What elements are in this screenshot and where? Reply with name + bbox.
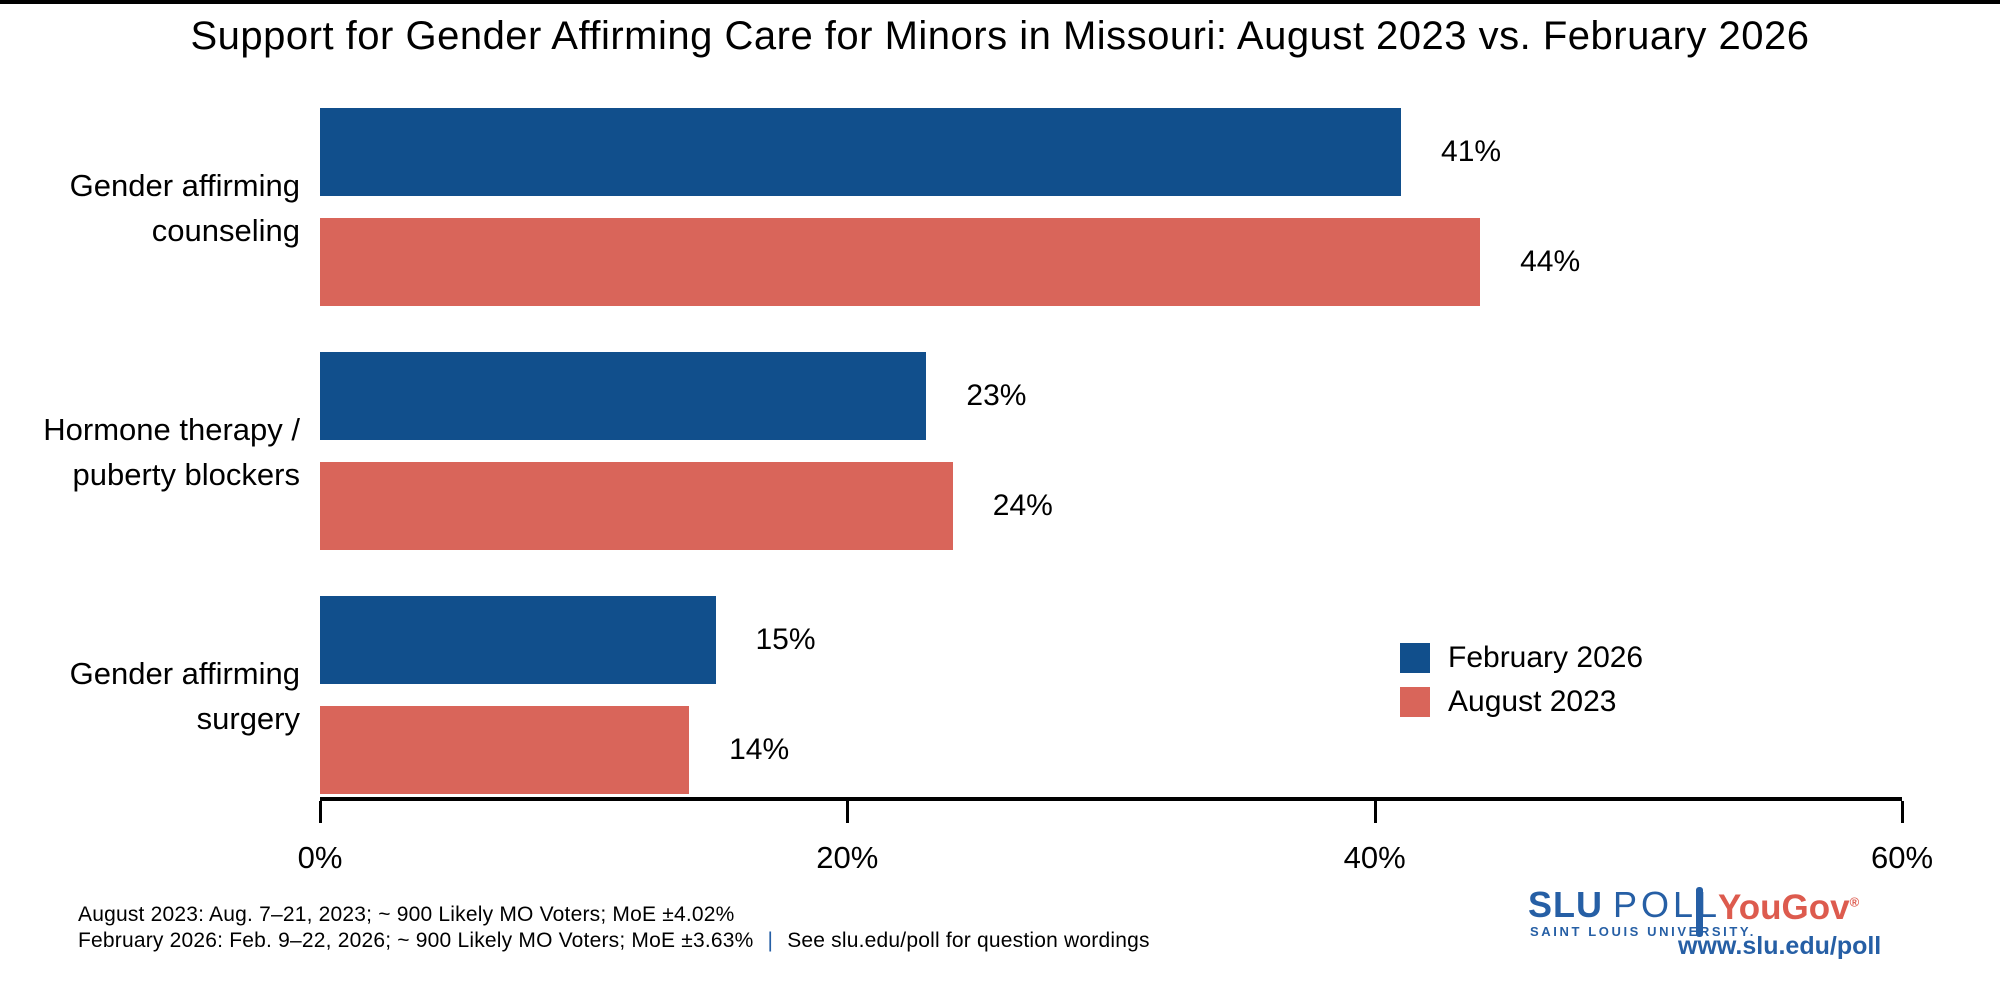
legend-swatch-august-2023: [1400, 687, 1430, 717]
slu-poll-logo: SLU POLL: [1528, 884, 1721, 926]
footnote-separator: |: [767, 929, 774, 952]
x-axis-line: [320, 797, 1902, 801]
category-label-gender-affirming-surgery: Gender affirming surgery: [69, 656, 300, 736]
slu-poll-yougov-branding: SLU POLL SAINT LOUIS UNIVERSITY. YouGov®…: [1500, 884, 1960, 974]
footnote-february-2026: February 2026: Feb. 9–22, 2026; ~ 900 Li…: [78, 929, 754, 952]
category-label-hormone-therapy-puberty-blockers: Hormone therapy / puberty blockers: [43, 412, 300, 492]
branding-divider: [1696, 887, 1703, 937]
value-label-february-2026-hormone-therapy-puberty-blockers: 23%: [966, 379, 1027, 412]
slu-poll-url: www.slu.edu/poll: [1678, 932, 1882, 960]
value-label-february-2026-gender-affirming-surgery: 15%: [755, 623, 816, 656]
x-axis-tick-0: [319, 801, 322, 823]
bar-august-2023-hormone-therapy-puberty-blockers: [320, 462, 953, 550]
bar-february-2026-gender-affirming-counseling: [320, 108, 1402, 196]
slu-logo-text: SLU: [1528, 884, 1603, 925]
chart-legend: February 2026 August 2023: [1400, 636, 1643, 724]
bar-august-2023-gender-affirming-counseling: [320, 218, 1481, 306]
top-border-rule: [0, 0, 2000, 4]
x-axis-tick-20: [846, 801, 850, 823]
footnote-question-wordings: See slu.edu/poll for question wordings: [787, 929, 1150, 952]
legend-label-february-2026: February 2026: [1448, 641, 1644, 674]
yougov-logo: YouGov®: [1718, 888, 1859, 928]
legend-item-august-2023: August 2023: [1400, 680, 1643, 724]
bar-february-2026-gender-affirming-surgery: [320, 596, 716, 684]
legend-item-february-2026: February 2026: [1400, 636, 1643, 680]
registered-trademark-icon: ®: [1849, 894, 1860, 910]
value-label-february-2026-gender-affirming-counseling: 41%: [1441, 135, 1502, 168]
poll-logo-text: POLL: [1613, 884, 1722, 925]
legend-swatch-february-2026: [1400, 643, 1430, 673]
value-label-august-2023-gender-affirming-surgery: 14%: [729, 733, 790, 766]
bar-august-2023-gender-affirming-surgery: [320, 706, 690, 794]
footnote-line-1: August 2023: Aug. 7–21, 2023; ~ 900 Like…: [78, 903, 735, 927]
chart-title: Support for Gender Affirming Care for Mi…: [190, 14, 1810, 58]
x-axis-tick-label-40: 40%: [1343, 840, 1406, 875]
category-label-gender-affirming-counseling: Gender affirming counseling: [69, 168, 300, 248]
yougov-logo-text: YouGov: [1718, 888, 1850, 927]
x-axis-tick-label-0: 0%: [297, 840, 343, 875]
legend-label-august-2023: August 2023: [1448, 685, 1617, 718]
footnote-august-2023: August 2023: Aug. 7–21, 2023; ~ 900 Like…: [78, 903, 735, 926]
footnote-line-2: February 2026: Feb. 9–22, 2026; ~ 900 Li…: [78, 929, 1150, 953]
x-axis-tick-60: [1901, 801, 1904, 823]
bar-february-2026-hormone-therapy-puberty-blockers: [320, 352, 927, 440]
value-label-august-2023-gender-affirming-counseling: 44%: [1520, 245, 1581, 278]
x-axis-tick-label-60: 60%: [1870, 840, 1934, 875]
x-axis-tick-40: [1373, 801, 1377, 823]
value-label-august-2023-hormone-therapy-puberty-blockers: 24%: [992, 489, 1053, 522]
x-axis-tick-label-20: 20%: [816, 840, 879, 875]
